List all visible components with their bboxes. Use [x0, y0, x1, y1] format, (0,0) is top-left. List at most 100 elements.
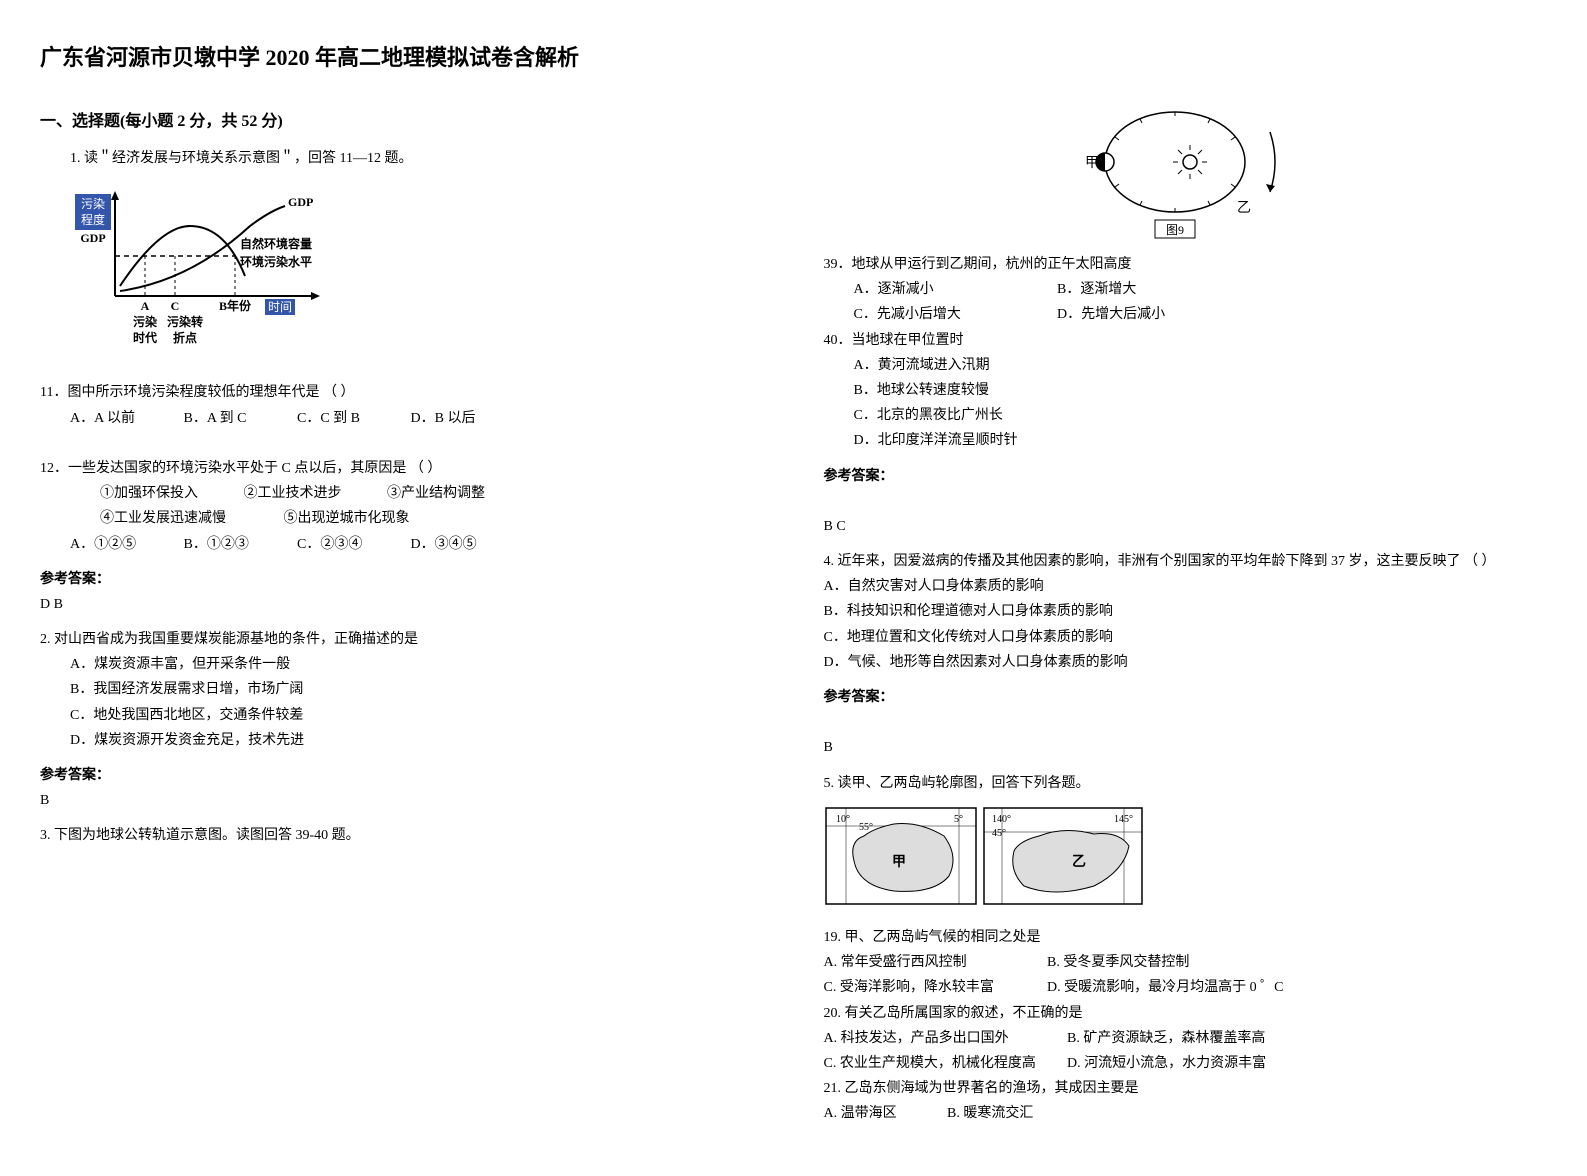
islands-map: 10° 55° 5° 甲 140° 45° 145° 乙	[824, 806, 1144, 906]
q5-19-c: C. 受海洋影响，降水较丰富	[824, 975, 1044, 1000]
q1-sub11-prompt: 11．图中所示环境污染程度较低的理想年代是 （ ）	[40, 380, 764, 405]
q1-answer-label: 参考答案：	[40, 567, 764, 592]
direction-arrow	[1266, 184, 1275, 192]
q1-12-l2-2: ⑤出现逆城市化现象	[284, 506, 410, 531]
q1-12-line2: ④工业发展迅速减慢 ⑤出现逆城市化现象	[100, 506, 764, 531]
q3-40-b: B．地球公转速度较慢	[854, 378, 1548, 403]
lon2l: 5°	[954, 814, 963, 825]
q1-sub12-prompt: 12．一些发达国家的环境污染水平处于 C 点以后，其原因是 （ ）	[40, 456, 764, 481]
q3-39-c: C．先减小后增大	[854, 302, 1054, 327]
q4-prompt: 4. 近年来，因爱滋病的传播及其他因素的影响，非洲有个别国家的平均年龄下降到 3…	[824, 549, 1548, 574]
q5-20-row1: A. 科技发达，产品多出口国外 B. 矿产资源缺乏，森林覆盖率高	[824, 1026, 1548, 1051]
lat1r: 45°	[992, 828, 1006, 839]
ylabel1: 污染	[81, 196, 105, 211]
q1-11-b: B．A 到 C	[184, 406, 294, 431]
island-yi	[1012, 830, 1128, 892]
q2-a: A．煤炭资源丰富，但开采条件一般	[70, 652, 764, 677]
q3-39-prompt: 39．地球从甲运行到乙期间，杭州的正午太阳高度	[824, 252, 1548, 277]
q1-sub12-options: A．①②⑤ B．①②③ C．②③④ D．③④⑤	[70, 532, 764, 557]
x-axis-arrow	[311, 292, 320, 300]
lon1l: 10°	[836, 814, 850, 825]
capacity-label: 自然环境容量	[240, 236, 312, 251]
q2-d: D．煤炭资源开发资金充足，技术先进	[70, 728, 764, 753]
q1-12-line1: ①加强环保投入 ②工业技术进步 ③产业结构调整	[100, 481, 764, 506]
q2-b: B．我国经济发展需求日增，市场广阔	[70, 677, 764, 702]
lon2r: 145°	[1114, 814, 1133, 825]
question-2: 2. 对山西省成为我国重要煤炭能源基地的条件，正确描述的是 A．煤炭资源丰富，但…	[40, 627, 764, 813]
q3-answer: B C	[824, 514, 1548, 539]
ylabel3: GDP	[80, 231, 105, 245]
q3-39-d: D．先增大后减小	[1057, 307, 1165, 322]
q1-12-b: B．①②③	[184, 532, 294, 557]
x-time: 时间	[268, 300, 292, 314]
q3-40-c: C．北京的黑夜比广州长	[854, 403, 1548, 428]
q1-12-l1-3: ③产业结构调整	[387, 481, 485, 506]
q5-21-row: A. 温带海区 B. 暖寒流交汇	[824, 1101, 1548, 1126]
q5-19-b: B. 受冬夏季风交替控制	[1047, 955, 1189, 970]
q3-answer-label: 参考答案：	[824, 464, 1548, 489]
x-c: C	[171, 299, 180, 313]
q5-21-a: A. 温带海区	[824, 1101, 944, 1126]
section-title: 一、选择题(每小题 2 分，共 52 分)	[40, 107, 764, 131]
pollution-label: 环境污染水平	[240, 254, 312, 269]
q4-c: C．地理位置和文化传统对人口身体素质的影响	[824, 625, 1548, 650]
q3-40-a: A．黄河流域进入汛期	[854, 353, 1548, 378]
ylabel2: 程度	[81, 212, 105, 227]
q3-39-row1: A．逐渐减小 B．逐渐增大	[854, 277, 1548, 302]
q4-d: D．气候、地形等自然因素对人口身体素质的影响	[824, 650, 1548, 675]
q4-b: B．科技知识和伦理道德对人口身体素质的影响	[824, 599, 1548, 624]
x-a: A	[141, 299, 150, 313]
q4-answer-label: 参考答案：	[824, 685, 1548, 710]
question-1: 1. 读＂经济发展与环境关系示意图＂，回答 11—12 题。 污染 程度 GDP…	[40, 146, 764, 617]
q5-20-d: D. 河流短小流急，水力资源丰富	[1067, 1056, 1266, 1071]
q1-11-d: D．B 以后	[411, 406, 521, 431]
q5-19-prompt: 19. 甲、乙两岛屿气候的相同之处是	[824, 925, 1548, 950]
question-3-prompt: 3. 下图为地球公转轨道示意图。读图回答 39-40 题。	[40, 823, 764, 848]
q1-answer: D B	[40, 592, 764, 617]
q3-prompt: 3. 下图为地球公转轨道示意图。读图回答 39-40 题。	[40, 823, 764, 848]
q5-19-a: A. 常年受盛行西风控制	[824, 950, 1044, 975]
q5-19-row1: A. 常年受盛行西风控制 B. 受冬夏季风交替控制	[824, 950, 1548, 975]
y-axis-arrow	[111, 191, 119, 200]
page-title: 广东省河源市贝墩中学 2020 年高二地理模拟试卷含解析	[40, 40, 1547, 72]
below1a: 污染	[133, 314, 158, 329]
sun-icon	[1173, 145, 1207, 179]
q5-19-d: D. 受暖流影响，最冷月均温高于 0 ゜C	[1047, 980, 1283, 995]
label-yi: 乙	[1237, 200, 1251, 216]
map-yi: 乙	[1072, 854, 1086, 870]
question-5: 5. 读甲、乙两岛屿轮廓图，回答下列各题。 10° 55° 5° 甲 140° …	[824, 771, 1548, 1127]
q3-40-prompt: 40．当地球在甲位置时	[824, 328, 1548, 353]
orbit-diagram: 甲 乙 图9	[1075, 92, 1295, 242]
q1-12-l2-1: ④工业发展迅速减慢	[100, 506, 280, 531]
q4-a: A．自然灾害对人口身体素质的影响	[824, 574, 1548, 599]
q2-c: C．地处我国西北地区，交通条件较差	[70, 703, 764, 728]
x-b: B年份	[219, 298, 252, 313]
q1-11-c: C．C 到 B	[297, 406, 407, 431]
q1-sub11-options: A．A 以前 B．A 到 C C．C 到 B D．B 以后	[70, 406, 764, 431]
q5-prompt: 5. 读甲、乙两岛屿轮廓图，回答下列各题。	[824, 771, 1548, 796]
q5-20-a: A. 科技发达，产品多出口国外	[824, 1026, 1064, 1051]
q4-answer: B	[824, 735, 1548, 760]
map-jia: 甲	[892, 854, 906, 870]
q1-12-l1-2: ②工业技术进步	[244, 481, 384, 506]
lon1r: 140°	[992, 814, 1011, 825]
q1-chart: 污染 程度 GDP GDP 自然环境容量 环境污染水平	[70, 186, 764, 365]
left-column: 一、选择题(每小题 2 分，共 52 分) 1. 读＂经济发展与环境关系示意图＂…	[40, 92, 764, 1136]
q5-19-row2: C. 受海洋影响，降水较丰富 D. 受暖流影响，最冷月均温高于 0 ゜C	[824, 975, 1548, 1000]
q5-20-prompt: 20. 有关乙岛所属国家的叙述，不正确的是	[824, 1001, 1548, 1026]
right-column: 甲 乙 图9 39．地球从甲运行到乙期间，杭州的正午太阳高度 A．逐渐减小 B．…	[824, 92, 1548, 1136]
q1-12-d: D．③④⑤	[411, 532, 521, 557]
q3-40-d: D．北印度洋洋流呈顺时针	[854, 428, 1548, 453]
below2b: 折点	[173, 330, 197, 345]
content-columns: 一、选择题(每小题 2 分，共 52 分) 1. 读＂经济发展与环境关系示意图＂…	[40, 92, 1547, 1136]
q1-12-l1-1: ①加强环保投入	[100, 481, 240, 506]
q3-39-a: A．逐渐减小	[854, 277, 1054, 302]
pollution-chart-svg: 污染 程度 GDP GDP 自然环境容量 环境污染水平	[70, 186, 330, 356]
q5-21-prompt: 21. 乙岛东侧海域为世界著名的渔场，其成因主要是	[824, 1076, 1548, 1101]
caption: 图9	[1166, 223, 1184, 237]
direction-arc	[1270, 132, 1275, 192]
q3-39-b: B．逐渐增大	[1057, 282, 1136, 297]
below1b: 污染转	[167, 314, 203, 329]
question-4: 4. 近年来，因爱滋病的传播及其他因素的影响，非洲有个别国家的平均年龄下降到 3…	[824, 549, 1548, 761]
q5-20-c: C. 农业生产规模大，机械化程度高	[824, 1051, 1064, 1076]
